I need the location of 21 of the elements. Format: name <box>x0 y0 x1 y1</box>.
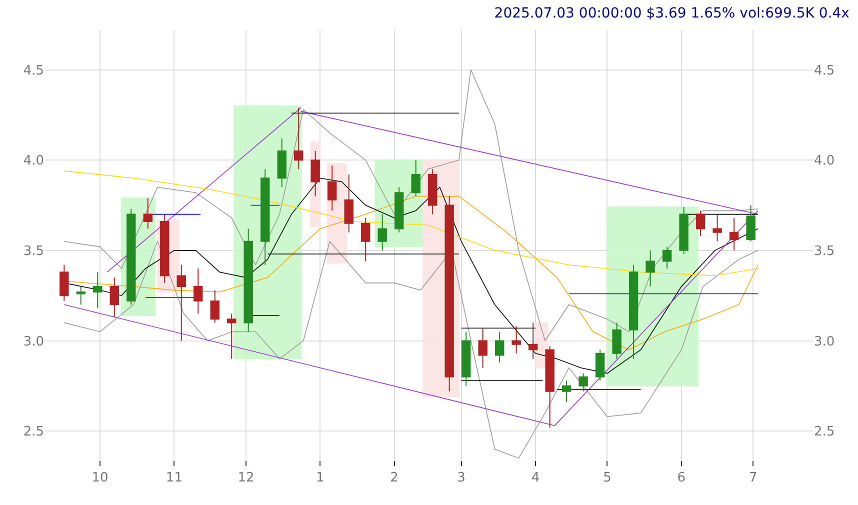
x-tick-label: 7 <box>749 470 758 486</box>
x-tick-label: 10 <box>92 470 108 486</box>
y-tick-label: 3.5 <box>23 244 44 259</box>
x-tick-label: 4 <box>531 470 540 486</box>
x-tick-label: 1 <box>316 470 324 486</box>
y2-tick-label: 4.0 <box>814 154 835 169</box>
x-tick-label: 5 <box>603 470 612 486</box>
x-tick-label: 2 <box>390 470 398 486</box>
y2-tick-label: 2.5 <box>814 424 835 440</box>
y-tick-label: 2.5 <box>23 424 44 440</box>
chart-title: 2025.07.03 00:00:00 $3.69 1.65% vol:699.5K 0.4x <box>494 5 850 22</box>
y2-tick-label: 4.5 <box>814 63 835 78</box>
y-tick-label: 4.0 <box>23 154 44 169</box>
y-tick-label: 3.0 <box>23 334 44 350</box>
y-tick-label: 4.5 <box>23 63 44 78</box>
x-tick-label: 12 <box>238 470 254 486</box>
y2-tick-label: 3.0 <box>814 334 835 350</box>
x-tick-label: 11 <box>166 470 182 486</box>
x-tick-label: 6 <box>677 470 686 486</box>
x-tick-label: 3 <box>457 470 466 486</box>
y2-tick-label: 3.5 <box>814 244 835 259</box>
